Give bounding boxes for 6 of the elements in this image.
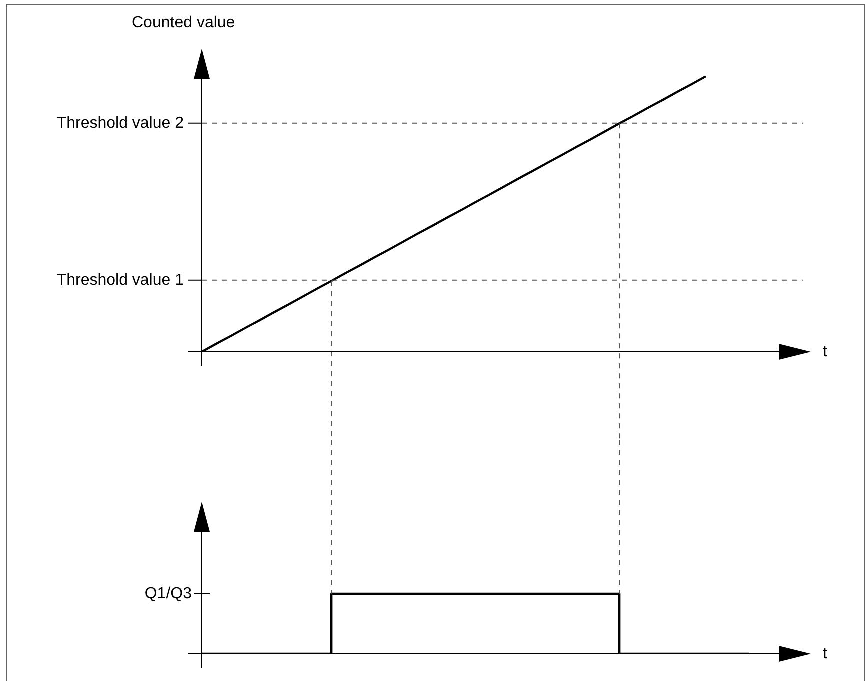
ref-line-label: Threshold value 1 (56, 272, 184, 289)
x-axis-title: t (823, 343, 828, 360)
text: Q1/Q3 (144, 585, 192, 602)
ref-line-label: Threshold value 2 (56, 114, 184, 132)
y-axis-title: Counted value (132, 14, 236, 32)
x-axis-title: t (823, 645, 828, 662)
